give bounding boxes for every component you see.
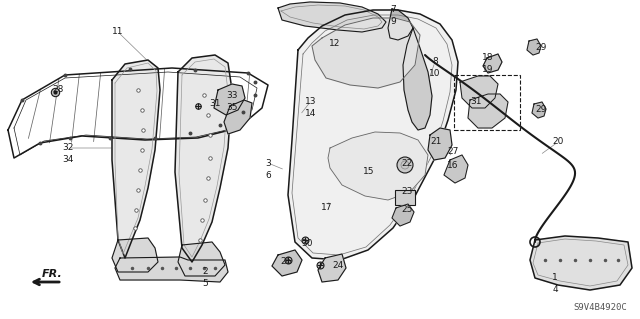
Text: 9: 9	[390, 18, 396, 26]
Text: 26: 26	[280, 257, 292, 266]
Text: 33: 33	[227, 92, 237, 100]
Text: 29: 29	[535, 106, 547, 115]
Polygon shape	[312, 18, 420, 88]
Text: 31: 31	[209, 100, 221, 108]
Polygon shape	[115, 257, 228, 282]
Polygon shape	[214, 84, 245, 115]
Text: 35: 35	[227, 103, 237, 113]
Text: 30: 30	[301, 239, 313, 248]
Polygon shape	[224, 100, 252, 134]
Text: 19: 19	[483, 64, 493, 73]
Bar	[454, 75, 520, 130]
Polygon shape	[278, 2, 386, 32]
Polygon shape	[272, 250, 302, 276]
Polygon shape	[460, 76, 498, 108]
Text: 13: 13	[305, 97, 317, 106]
Text: 15: 15	[364, 167, 375, 175]
Polygon shape	[178, 242, 225, 276]
Text: 25: 25	[401, 205, 413, 214]
Text: 24: 24	[332, 261, 344, 270]
Polygon shape	[112, 60, 160, 258]
Text: 20: 20	[552, 137, 564, 146]
Text: 29: 29	[535, 43, 547, 53]
Polygon shape	[318, 254, 346, 282]
Text: S9V4B4920C: S9V4B4920C	[573, 303, 627, 313]
Polygon shape	[428, 128, 452, 160]
Text: 8: 8	[432, 57, 438, 66]
Text: 2: 2	[202, 268, 208, 277]
Text: 1: 1	[552, 272, 558, 281]
Text: 16: 16	[447, 161, 459, 170]
Polygon shape	[527, 39, 541, 55]
Text: 34: 34	[62, 155, 74, 165]
Polygon shape	[532, 102, 546, 118]
Text: 6: 6	[265, 170, 271, 180]
Polygon shape	[328, 132, 428, 200]
Text: 18: 18	[483, 53, 493, 62]
Text: 27: 27	[447, 147, 459, 157]
Polygon shape	[444, 155, 468, 183]
Polygon shape	[112, 238, 158, 272]
Polygon shape	[530, 236, 632, 290]
Text: 10: 10	[429, 70, 441, 78]
Text: 5: 5	[202, 279, 208, 288]
Text: 11: 11	[112, 27, 124, 36]
Circle shape	[397, 157, 413, 173]
Text: 21: 21	[430, 137, 442, 145]
Text: 12: 12	[330, 39, 340, 48]
Polygon shape	[288, 10, 458, 260]
Polygon shape	[403, 28, 432, 130]
Text: 4: 4	[552, 286, 558, 294]
Polygon shape	[483, 54, 502, 73]
Text: 7: 7	[390, 5, 396, 14]
Text: 23: 23	[401, 188, 413, 197]
Text: 22: 22	[401, 159, 413, 167]
Polygon shape	[175, 55, 232, 262]
Text: 28: 28	[52, 85, 64, 94]
Text: 17: 17	[321, 203, 333, 211]
Polygon shape	[468, 94, 508, 128]
Text: 14: 14	[305, 108, 317, 117]
Bar	[395, 190, 415, 205]
Text: 32: 32	[62, 144, 74, 152]
Text: 31: 31	[470, 97, 482, 106]
Polygon shape	[388, 9, 413, 40]
Polygon shape	[392, 204, 414, 226]
Text: FR.: FR.	[42, 269, 62, 279]
Text: 3: 3	[265, 159, 271, 167]
